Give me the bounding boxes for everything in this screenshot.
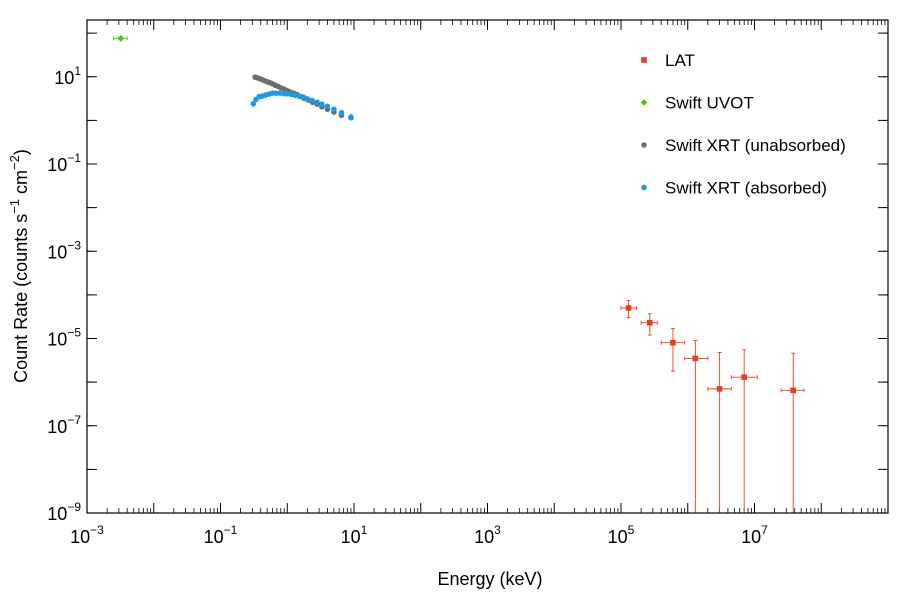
- legend-label: Swift UVOT: [665, 94, 754, 113]
- y-tick-label: 10−3: [47, 238, 81, 262]
- data-point: [348, 114, 354, 120]
- data-point: [296, 93, 302, 99]
- y-axis-label: Count Rate (counts s−1 cm−2): [7, 149, 31, 383]
- y-tick-label-exp: −5: [67, 326, 81, 340]
- x-tick-label-base: 10: [70, 527, 90, 547]
- y-tick-label-base: 10: [47, 504, 67, 524]
- y-tick-label-base: 10: [54, 68, 74, 88]
- data-point: [625, 305, 632, 311]
- x-tick-label-base: 10: [608, 527, 628, 547]
- data-point: [304, 96, 311, 102]
- data-point: [338, 109, 345, 116]
- x-tick-label-base: 10: [741, 527, 761, 547]
- y-axis-label-sup1: −1: [7, 199, 22, 214]
- data-point: [250, 100, 257, 107]
- x-tick-label: 10−1: [204, 523, 238, 547]
- x-tick-label-exp: 5: [628, 523, 635, 537]
- legend: LAT Swift UVOT Swift XRT (unabsorbed) Swift…: [640, 51, 846, 198]
- y-axis-label-sup2: −2: [7, 155, 22, 170]
- y-axis-label-mid: cm: [11, 170, 31, 199]
- data-point: [117, 35, 125, 42]
- plot-frame: [86, 19, 889, 514]
- y-tick-label: 10−9: [47, 500, 81, 524]
- legend-label: Swift XRT (absorbed): [665, 179, 827, 198]
- x-tick-label: 10−3: [70, 523, 104, 547]
- y-tick-label: 10−1: [47, 151, 81, 175]
- y-tick-label: 101: [54, 64, 81, 88]
- legend-marker: [640, 99, 648, 106]
- y-tick-label-base: 10: [47, 242, 67, 262]
- x-tick-label-exp: −3: [90, 523, 104, 537]
- y-axis-label-end: ): [11, 149, 31, 155]
- y-tick-label-base: 10: [47, 330, 67, 350]
- y-tick-label-base: 10: [47, 417, 67, 437]
- y-tick-label-exp: −3: [67, 238, 81, 252]
- x-axis-label: Energy (keV): [437, 569, 542, 589]
- data-point: [331, 106, 337, 113]
- legend-marker: [641, 57, 647, 63]
- legend-marker: [641, 142, 647, 148]
- y-tick-label-exp: −9: [67, 500, 81, 514]
- y-tick-label: 10−7: [47, 413, 81, 437]
- x-tick-label-base: 10: [341, 527, 361, 547]
- x-tick-label-exp: 7: [761, 523, 768, 537]
- data-point: [319, 101, 325, 107]
- y-tick-label-base: 10: [47, 155, 67, 175]
- data-point: [309, 97, 315, 104]
- y-tick-label: 10−5: [47, 326, 81, 350]
- legend-marker: [641, 184, 647, 191]
- data-point: [692, 355, 699, 362]
- data-point: [741, 374, 747, 380]
- x-tick-label: 105: [608, 523, 635, 547]
- x-tick-label-exp: 3: [494, 523, 501, 537]
- series-lat: [620, 299, 805, 513]
- data-point: [284, 91, 291, 97]
- series-layer: [113, 35, 805, 513]
- x-tick-label-exp: 1: [361, 523, 368, 537]
- y-tick-label-exp: 1: [74, 64, 81, 78]
- data-point: [790, 387, 797, 394]
- data-point: [670, 339, 676, 346]
- x-tick-label: 107: [741, 523, 768, 547]
- y-tick-label-exp: −7: [67, 413, 81, 427]
- series-swift-uvot: [113, 35, 128, 42]
- x-tick-label-base: 10: [474, 527, 494, 547]
- legend-label: Swift XRT (unabsorbed): [665, 136, 846, 155]
- data-point: [324, 103, 331, 110]
- y-tick-label-exp: −1: [67, 151, 81, 165]
- x-tick-label: 103: [474, 523, 501, 547]
- y-axis-label-main: Count Rate (counts s: [11, 214, 31, 383]
- x-tick-label-base: 10: [204, 527, 224, 547]
- data-point: [273, 90, 279, 96]
- plot-area: [87, 20, 888, 513]
- data-point: [716, 386, 723, 392]
- x-tick-labels: 10−3 10−1 101 103 105 107: [70, 523, 768, 547]
- data-point: [646, 319, 653, 326]
- x-tick-label-exp: −1: [224, 523, 238, 537]
- data-point: [314, 99, 320, 106]
- series-swift-xrt-absorbed: [250, 90, 354, 120]
- legend-label: LAT: [665, 51, 695, 70]
- data-point: [277, 90, 283, 96]
- x-tick-label: 101: [341, 523, 368, 547]
- plot-clip-group: [86, 19, 889, 514]
